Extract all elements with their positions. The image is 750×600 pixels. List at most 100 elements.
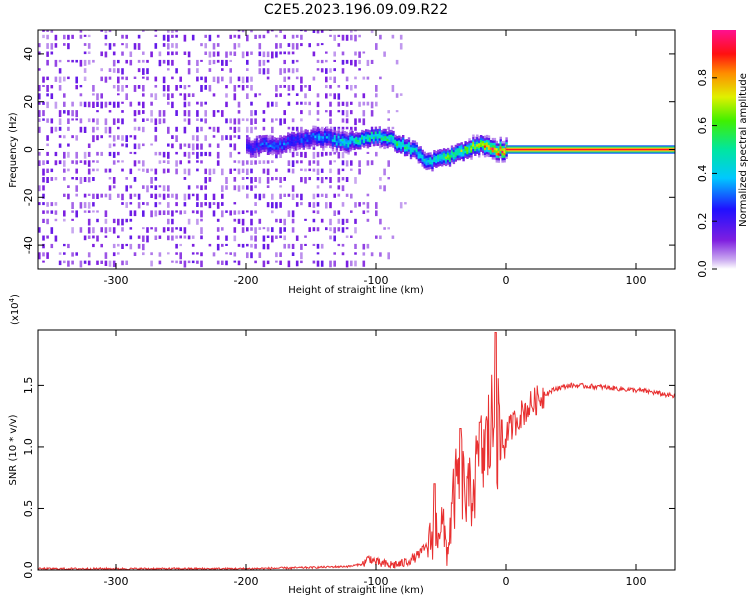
snr-multiplier: (x104) [8, 294, 21, 325]
heatmap-cell [183, 34, 187, 42]
heatmap-cell [265, 134, 268, 138]
snr-xlabel: Height of straight line (km) [288, 585, 424, 596]
heatmap-cell [79, 59, 83, 67]
heatmap-cell [361, 141, 364, 145]
heatmap-cell [87, 143, 91, 148]
heatmap-cell [382, 133, 385, 137]
heatmap-cell [365, 136, 368, 139]
heatmap-cell [464, 145, 467, 149]
heatmap-cell [266, 243, 270, 250]
heatmap-cell [75, 76, 78, 84]
heatmap-cell [277, 144, 280, 148]
heatmap-cell [288, 143, 292, 146]
heatmap-cell [271, 210, 274, 214]
heatmap-cell [491, 152, 495, 155]
heatmap-band [506, 150, 675, 152]
heatmap-cell [100, 51, 103, 57]
heatmap-cell [493, 152, 497, 155]
heatmap-cell [415, 156, 418, 160]
heatmap-cell [327, 133, 331, 136]
heatmap-cell [200, 126, 203, 132]
heatmap-cell [183, 177, 187, 180]
heatmap-cell [357, 137, 360, 140]
heatmap-cell [291, 151, 295, 158]
heatmap-cell [376, 128, 380, 132]
heatmap-cell [337, 151, 341, 159]
heatmap-cell [437, 156, 440, 160]
heatmap-cell [79, 260, 83, 268]
heatmap-cell [345, 143, 348, 147]
heatmap-cell [204, 34, 207, 38]
heatmap-cell [335, 145, 339, 148]
heatmap-cell [79, 160, 83, 163]
heatmap-cell [200, 160, 203, 164]
heatmap-cell [204, 110, 207, 117]
heatmap-cell [302, 147, 305, 150]
heatmap-cell [345, 118, 349, 124]
heatmap-cell [387, 160, 390, 167]
heatmap-xlabel: Height of straight line (km) [288, 285, 424, 296]
heatmap-cell [200, 43, 203, 47]
heatmap-cell [503, 150, 506, 153]
heatmap-cell [329, 85, 332, 89]
heatmap-cell [208, 168, 212, 176]
heatmap-cell [204, 151, 207, 156]
heatmap-cell [191, 135, 195, 141]
heatmap-cell [314, 125, 317, 129]
heatmap-cell [442, 150, 446, 154]
heatmap-cell [376, 136, 380, 139]
heatmap-cell [92, 177, 95, 181]
heatmap-cell [341, 34, 345, 41]
heatmap-cell [347, 135, 350, 138]
heatmap-cell [54, 43, 58, 48]
heatmap-cell [196, 202, 199, 207]
snr-xtick-label: -100 [364, 575, 389, 588]
heatmap-cell [482, 152, 485, 156]
heatmap-cell [417, 158, 420, 162]
heatmap-cell [291, 85, 295, 91]
heatmap-cell [63, 243, 66, 247]
heatmap-cell [378, 133, 381, 136]
heatmap-cell [108, 68, 112, 72]
heatmap-cell [497, 145, 500, 149]
heatmap-cell [359, 139, 362, 143]
heatmap-cell [409, 149, 413, 152]
heatmap-cell [448, 161, 452, 165]
heatmap-cell [263, 135, 266, 138]
heatmap-cell [212, 202, 216, 205]
heatmap-cell [129, 185, 133, 189]
heatmap-cell [167, 185, 170, 192]
heatmap-cell [208, 34, 212, 42]
heatmap-cell [221, 227, 224, 231]
heatmap-cell [104, 51, 108, 58]
heatmap-cell [137, 59, 141, 63]
heatmap-cell [75, 118, 78, 121]
heatmap-cell [121, 243, 124, 249]
heatmap-cell [302, 144, 305, 148]
heatmap-cell [337, 128, 340, 132]
heatmap-cell [312, 132, 315, 136]
heatmap-cell [347, 149, 350, 153]
heatmap-cell [437, 159, 440, 162]
heatmap-cell [279, 149, 282, 153]
heatmap-cell [271, 101, 274, 107]
heatmap-cell [351, 138, 354, 141]
heatmap-cell [167, 218, 170, 225]
heatmap-cell [450, 150, 454, 153]
heatmap-cell [287, 260, 291, 268]
heatmap-cell [458, 145, 461, 149]
heatmap-cell [379, 177, 382, 181]
heatmap-cell [71, 135, 74, 139]
heatmap-ytick-label: 0 [22, 146, 35, 153]
heatmap-cell [320, 193, 324, 197]
heatmap-cell [96, 101, 99, 107]
heatmap-cell [38, 227, 41, 233]
heatmap-cell [316, 30, 320, 34]
heatmap-cell [92, 193, 95, 199]
heatmap-cell [46, 160, 49, 164]
heatmap-cell [208, 68, 212, 72]
heatmap-cell [38, 252, 41, 260]
heatmap-cell [133, 43, 137, 50]
heatmap-cell [262, 235, 266, 242]
heatmap-cell [259, 138, 262, 142]
